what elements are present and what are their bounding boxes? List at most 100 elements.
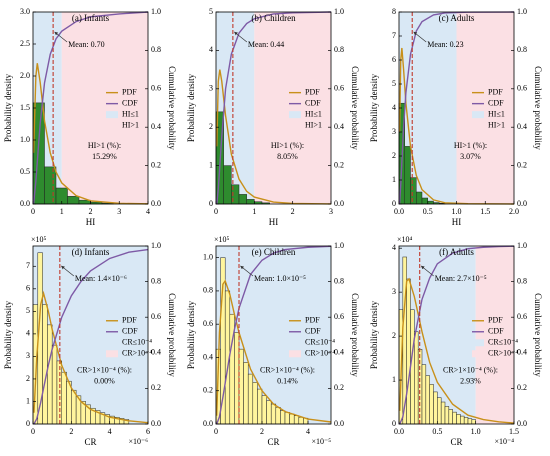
curve — [216, 69, 332, 205]
legend-label: CR≤10⁻⁴ — [122, 338, 152, 347]
region — [254, 12, 331, 204]
y2-axis-label: Cumulative probability — [167, 66, 177, 150]
legend-label: HI≤1 — [305, 109, 322, 118]
y-tick-label: 1 — [209, 160, 213, 169]
y2-tick-label: 0.6 — [334, 84, 344, 93]
legend-label: HI≤1 — [122, 109, 139, 118]
hist-bar — [223, 165, 232, 205]
y-axis-label: Probability density — [3, 73, 13, 142]
panel-title: (f) Adults — [439, 247, 474, 257]
legend-label: CDF — [305, 327, 321, 336]
x-tick-label: 4 — [108, 427, 112, 436]
legend-label: HI>1 — [488, 120, 505, 129]
legend-swatch — [289, 339, 301, 347]
legend-label: CDF — [488, 98, 504, 107]
legend-label: CDF — [305, 98, 321, 107]
x-tick-label: 0.5 — [432, 427, 442, 436]
legend-label: CR≤10⁻⁴ — [305, 338, 335, 347]
y2-tick-label: 0.8 — [334, 276, 344, 285]
x-tick-label: 0 — [31, 427, 35, 436]
y2-tick-label: 0.4 — [334, 348, 344, 357]
annotation: 0.14% — [277, 376, 298, 385]
hist-bar — [252, 382, 258, 425]
y2-tick-label: 0.4 — [517, 348, 527, 357]
hist-bar — [444, 406, 450, 425]
x-tick-label: 1.0 — [452, 207, 462, 216]
curve — [399, 245, 515, 425]
mean-label: Mean: 0.44 — [248, 40, 284, 49]
y-tick-label: 2 — [209, 122, 213, 131]
annotation: 15.29% — [92, 152, 117, 161]
hist-bar — [410, 177, 417, 205]
x-tick-label: 1 — [252, 207, 256, 216]
legend-label: PDF — [305, 316, 320, 325]
x-tick-label: 1.5 — [480, 207, 490, 216]
y-tick-label: 6 — [392, 55, 396, 64]
x-tick-label: 2 — [291, 207, 295, 216]
legend-label: PDF — [488, 316, 503, 325]
x-axis-label: HI — [86, 217, 96, 227]
y-tick-label: 3 — [392, 127, 396, 136]
y-axis-label: Probability density — [369, 300, 379, 369]
legend-swatch — [106, 111, 118, 119]
legend-swatch — [472, 339, 484, 347]
curve — [398, 47, 515, 205]
y-tick-label: 7 — [392, 31, 396, 40]
y2-tick-label: 1.0 — [517, 241, 527, 250]
x-axis-label: CR — [84, 437, 96, 447]
hist-bar — [275, 407, 281, 425]
y-tick-label: 1 — [392, 175, 396, 184]
y2-tick-label: 0.6 — [334, 312, 344, 321]
y2-axis-label: Cumulative probability — [533, 66, 543, 150]
y2-tick-label: 0.4 — [334, 122, 344, 131]
hist-bar — [460, 415, 465, 425]
hist-bar — [266, 400, 272, 425]
y2-tick-label: 0.0 — [517, 199, 527, 208]
y2-tick-label: 0.8 — [151, 276, 161, 285]
mean-arrow — [54, 31, 68, 43]
hist-bar — [425, 375, 430, 425]
y2-tick-label: 1.0 — [151, 7, 161, 16]
y2-tick-label: 0.2 — [151, 383, 161, 392]
mean-label: Mean: 2.7×10⁻⁵ — [435, 274, 487, 283]
x-offset: ×10⁻⁵ — [311, 437, 331, 446]
hist-bar — [257, 388, 263, 425]
y-tick-label: 0.4 — [203, 352, 213, 361]
mean-arrow — [413, 31, 427, 43]
y-tick-label: 1 — [392, 375, 396, 384]
y2-tick-label: 1.0 — [151, 241, 161, 250]
y-tick-label: 2 — [392, 331, 396, 340]
hist-bar — [463, 417, 469, 425]
legend-label: CDF — [122, 98, 138, 107]
x-tick-label: 4 — [306, 427, 310, 436]
y2-axis-label: Cumulative probability — [533, 293, 543, 377]
annotation: 8.05% — [277, 152, 298, 161]
x-axis-label: CR — [267, 437, 279, 447]
y-tick-label: 3 — [26, 351, 30, 360]
hist-bar — [71, 389, 77, 425]
y2-tick-label: 1.0 — [334, 7, 344, 16]
legend-swatch — [289, 122, 301, 130]
mean-label: Mean: 1.0×10⁻⁵ — [254, 274, 306, 283]
y2-tick-label: 0.2 — [517, 383, 527, 392]
x-tick-label: 4 — [146, 207, 150, 216]
panel-title: (e) Children — [252, 247, 296, 257]
x-tick-label: 2 — [89, 207, 93, 216]
mean-arrow — [420, 265, 434, 277]
hist-bar — [414, 331, 419, 425]
curve — [399, 277, 515, 424]
x-offset: ×10⁻⁴ — [494, 437, 514, 446]
y-tick-label: 1.5 — [20, 103, 30, 112]
hist-bar — [406, 278, 411, 425]
hist-bar — [421, 197, 428, 205]
x-tick-label: 0.0 — [394, 207, 404, 216]
y-tick-label: 0 — [392, 199, 396, 208]
region — [61, 12, 148, 204]
y-tick-label: 4 — [26, 329, 30, 338]
y-tick-label: 2.0 — [20, 71, 30, 80]
x-tick-label: 6 — [146, 427, 150, 436]
y-tick-label: 0 — [209, 199, 213, 208]
y2-tick-label: 0.4 — [151, 348, 161, 357]
legend-label: CR>10⁻⁴ — [488, 349, 518, 358]
y2-tick-label: 0.8 — [517, 45, 527, 54]
